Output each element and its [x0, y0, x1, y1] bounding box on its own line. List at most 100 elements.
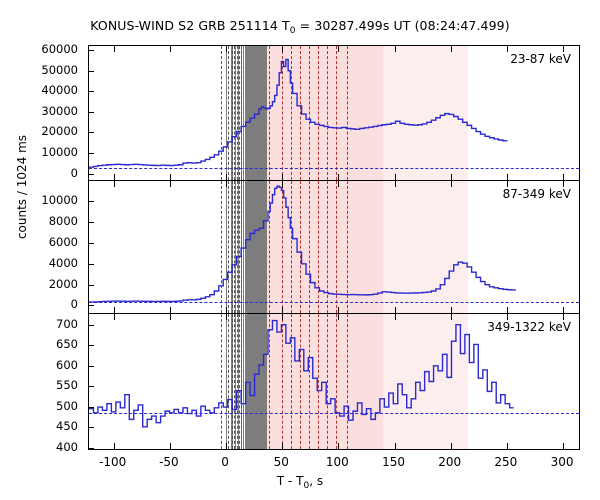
- y-axis-tick-label: 500: [56, 398, 78, 413]
- x-axis-tick: [282, 307, 284, 313]
- y-axis-tick-label: 6000: [48, 234, 78, 249]
- time-interval-marker: [243, 181, 245, 313]
- time-interval-marker: [254, 314, 257, 449]
- time-interval-marker: [259, 181, 262, 313]
- spectrum-boundary-line: [282, 46, 284, 180]
- time-interval-marker: [237, 46, 240, 180]
- spectrum-boundary-line: [234, 314, 236, 449]
- time-interval-marker: [248, 46, 251, 180]
- spectrum-boundary-line: [318, 314, 320, 449]
- time-interval-marker: [259, 314, 262, 449]
- spectrum-boundary-line: [238, 46, 240, 180]
- spectrum-boundary-line: [241, 181, 243, 313]
- x-axis-tick: [169, 307, 171, 313]
- y-axis-tick-label: 4000: [48, 255, 78, 270]
- x-axis-tick-label: 300: [550, 455, 574, 469]
- y-axis-tick: [88, 447, 94, 449]
- y-axis-tick-label: 50000: [41, 62, 78, 77]
- spectrum-boundary-line: [234, 46, 236, 180]
- x-axis-tick: [563, 46, 565, 52]
- x-axis-tick-label: 250: [494, 455, 518, 469]
- spectrum-boundary-line: [236, 314, 238, 449]
- spectrum-boundary-line: [232, 314, 234, 449]
- x-axis-tick: [450, 174, 452, 180]
- y-axis-tick: [88, 386, 94, 388]
- x-axis-tick-label: 100: [325, 455, 349, 469]
- time-interval-marker: [226, 181, 228, 313]
- x-axis-tick: [394, 181, 396, 187]
- time-interval-marker: [250, 46, 253, 180]
- x-axis-tick: [563, 314, 565, 320]
- x-axis-title: T - T0, s: [0, 474, 600, 491]
- spectrum-boundary-line: [309, 46, 311, 180]
- time-interval-marker: [254, 181, 257, 313]
- x-axis-tick: [226, 181, 228, 187]
- y-axis-tick-label: 40000: [41, 83, 78, 98]
- energy-band-label: 87-349 keV: [500, 187, 573, 201]
- time-interval-marker: [256, 314, 259, 449]
- panel-349-1322-kev: 349-1322 keV: [88, 313, 580, 450]
- spectrum-boundary-line: [336, 181, 338, 313]
- spectrum-boundary-line: [232, 181, 234, 313]
- lightcurve-2: [89, 181, 579, 313]
- time-interval-marker: [246, 181, 249, 313]
- time-interval-marker: [256, 46, 259, 180]
- time-interval-marker: [261, 314, 263, 449]
- time-interval-marker: [265, 46, 268, 180]
- x-axis-tick: [563, 181, 565, 187]
- time-interval-marker: [263, 181, 265, 313]
- time-interval-marker: [246, 46, 249, 180]
- spectrum-boundary-line: [327, 181, 329, 313]
- figure-title-subscript: 0: [289, 26, 296, 36]
- x-axis-tick-label: 200: [438, 455, 462, 469]
- spectrum-boundary-line: [282, 181, 284, 313]
- x-axis-tick: [450, 46, 452, 52]
- time-interval-marker: [240, 181, 242, 313]
- energy-band-label: 23-87 keV: [508, 52, 573, 66]
- time-interval-marker: [246, 314, 249, 449]
- spectrum-boundary-line: [327, 314, 329, 449]
- x-axis-tick: [450, 314, 452, 320]
- spectrum-boundary-line: [318, 181, 320, 313]
- spectrum-boundary-line: [309, 314, 311, 449]
- y-axis-tick-label: 30000: [41, 103, 78, 118]
- x-axis-tick: [113, 307, 115, 313]
- x-axis-tick: [113, 443, 115, 449]
- x-axis-tick: [169, 314, 171, 320]
- spectrum-boundary-line: [236, 46, 238, 180]
- x-axis-tick: [282, 181, 284, 187]
- y-axis-tick: [88, 91, 94, 93]
- x-axis-tick: [282, 314, 284, 320]
- time-interval-marker: [252, 46, 254, 180]
- x-axis-tick: [113, 46, 115, 52]
- y-axis-tick: [88, 242, 94, 244]
- y-axis-tick: [88, 365, 94, 367]
- x-axis-tick: [450, 307, 452, 313]
- x-axis-tick: [169, 174, 171, 180]
- spectrum-boundary-line: [268, 181, 270, 313]
- x-axis-tick: [563, 307, 565, 313]
- spectrum-boundary-line: [347, 46, 349, 180]
- spectrum-boundary-line: [291, 314, 293, 449]
- lightcurve-3: [89, 314, 579, 449]
- time-interval-marker: [245, 314, 247, 449]
- spectrum-boundary-line: [309, 181, 311, 313]
- figure-title-prefix: KONUS-WIND S2 GRB 251114 T: [90, 18, 290, 33]
- x-axis-tick-label: 50: [273, 455, 289, 469]
- time-interval-marker: [243, 46, 245, 180]
- time-interval-marker: [243, 314, 245, 449]
- y-axis-tick-label: 8000: [48, 213, 78, 228]
- x-axis-tick: [113, 314, 115, 320]
- spectrum-boundary-line: [268, 314, 270, 449]
- time-interval-marker: [250, 314, 253, 449]
- x-axis-tick: [113, 181, 115, 187]
- spectrum-boundary-line: [236, 181, 238, 313]
- x-axis-tick-label: 150: [382, 455, 405, 469]
- time-interval-marker: [245, 46, 247, 180]
- x-axis-tick: [506, 46, 508, 52]
- x-axis-tick: [226, 174, 228, 180]
- background-level-line: [89, 413, 579, 415]
- time-interval-marker: [249, 181, 252, 313]
- x-axis-tick: [394, 46, 396, 52]
- spectrum-boundary-line: [232, 46, 234, 180]
